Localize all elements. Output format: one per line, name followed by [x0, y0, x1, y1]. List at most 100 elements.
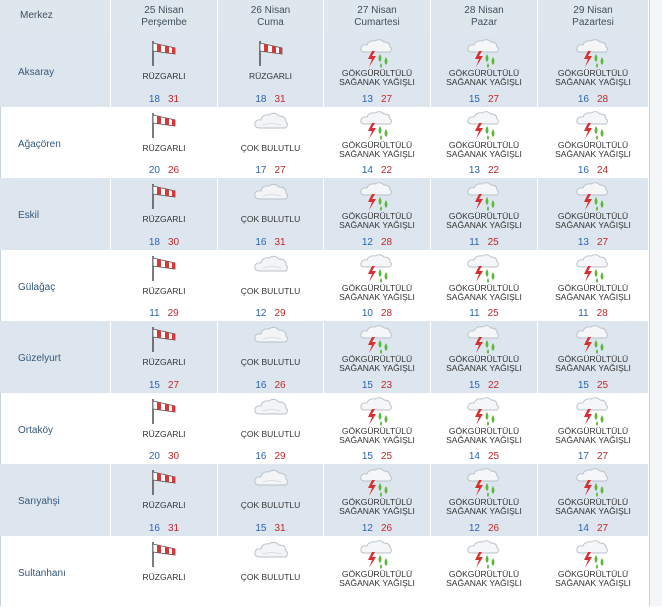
min-temp: 11: [578, 308, 588, 319]
condition-line: SAĞANAK YAĞIŞLI: [431, 221, 537, 230]
max-temp: 31: [168, 94, 179, 105]
max-temp: 22: [488, 165, 499, 176]
condition-text: RÜZGARLI: [111, 215, 217, 224]
city-name[interactable]: Güzelyurt: [18, 353, 61, 364]
city-name[interactable]: Sultanhanı: [18, 568, 66, 579]
city-name[interactable]: Ağaçören: [18, 139, 61, 150]
max-temp: 31: [275, 523, 286, 534]
min-temp: 17: [578, 451, 589, 462]
condition-line: SAĞANAK YAĞIŞLI: [538, 436, 648, 445]
condition-text: RÜZGARLI: [111, 358, 217, 367]
condition-line: RÜZGARLI: [111, 573, 217, 582]
thunder-shower-icon: [324, 323, 430, 357]
min-temp: 11: [469, 308, 479, 319]
condition-line: SAĞANAK YAĞIŞLI: [324, 507, 430, 516]
forecast-cell: ÇOK BULUTLU: [217, 536, 323, 607]
condition-text: ÇOK BULUTLU: [218, 215, 323, 224]
thunder-shower-icon: [538, 180, 648, 214]
max-temp: 27: [597, 523, 608, 534]
condition-line: SAĞANAK YAĞIŞLI: [324, 436, 430, 445]
windsock-icon: [111, 180, 217, 214]
max-temp: 25: [488, 451, 499, 462]
header-merkez: Merkez: [0, 0, 110, 35]
header-date: 26 Nisan: [218, 5, 323, 17]
header-date: 25 Nisan: [111, 5, 217, 17]
min-temp: 15: [149, 380, 160, 391]
condition-line: ÇOK BULUTLU: [218, 215, 323, 224]
max-temp: 22: [488, 380, 499, 391]
city-name[interactable]: Sarıyahşi: [18, 496, 60, 507]
condition-line: ÇOK BULUTLU: [218, 144, 323, 153]
header-date: 29 Nisan: [538, 5, 648, 17]
thunder-shower-icon: [324, 252, 430, 286]
city-name[interactable]: Aksaray: [18, 67, 54, 78]
condition-text: ÇOK BULUTLU: [218, 144, 323, 153]
condition-text: RÜZGARLI: [111, 144, 217, 153]
windsock-icon: [111, 466, 217, 500]
max-temp: 25: [597, 380, 608, 391]
city-name[interactable]: Gülağaç: [18, 282, 55, 293]
forecast-cell: RÜZGARLI 18 31: [110, 35, 217, 107]
condition-text: RÜZGARLI: [111, 72, 217, 81]
min-temp: 18: [149, 94, 160, 105]
condition-line: ÇOK BULUTLU: [218, 287, 323, 296]
condition-line: SAĞANAK YAĞIŞLI: [431, 507, 537, 516]
condition-text: RÜZGARLI: [218, 72, 323, 81]
windsock-icon: [111, 323, 217, 357]
windsock-icon: [218, 37, 323, 71]
thunder-shower-icon: [431, 37, 537, 71]
max-temp: 30: [168, 237, 179, 248]
condition-line: SAĞANAK YAĞIŞLI: [431, 436, 537, 445]
condition-line: RÜZGARLI: [111, 287, 217, 296]
max-temp: 27: [597, 451, 608, 462]
condition-text: RÜZGARLI: [111, 501, 217, 510]
min-temp: 16: [578, 165, 589, 176]
thunder-shower-icon: [431, 180, 537, 214]
thunder-shower-icon: [324, 466, 430, 500]
min-temp: 14: [469, 451, 480, 462]
max-temp: 22: [381, 165, 392, 176]
windsock-icon: [111, 109, 217, 143]
city-name[interactable]: Eskil: [18, 210, 39, 221]
header-weekday: Pazartesi: [538, 17, 648, 29]
condition-line: RÜZGARLI: [111, 144, 217, 153]
max-temp: 23: [381, 380, 392, 391]
condition-line: SAĞANAK YAĞIŞLI: [324, 78, 430, 87]
city-name[interactable]: Ortaköy: [18, 425, 53, 436]
max-temp: 28: [597, 94, 608, 105]
forecast-cell: RÜZGARLI: [110, 536, 217, 607]
vertical-scrollbar[interactable]: [650, 0, 662, 606]
max-temp: 31: [275, 237, 286, 248]
